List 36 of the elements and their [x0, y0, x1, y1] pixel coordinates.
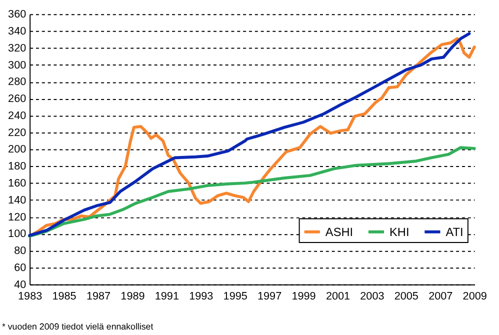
- x-tick-label: 1995: [223, 290, 248, 303]
- legend-label: ASHI: [325, 224, 354, 239]
- x-tick-label: 1987: [86, 290, 111, 303]
- x-tick-label: 2003: [360, 290, 384, 303]
- x-tick-label: 1991: [154, 290, 179, 303]
- x-tick-label: 2007: [428, 290, 453, 303]
- text: * vuoden 2009 tiedot vielä ennakolliset: [2, 322, 154, 332]
- x-tick-label: 1999: [292, 290, 316, 303]
- y-tick-label: 120: [8, 211, 26, 224]
- y-tick-label: 40: [14, 278, 26, 291]
- x-tick-label: 2009: [462, 290, 487, 303]
- y-tick-label: 200: [8, 144, 26, 156]
- x-tick-label: 2005: [394, 290, 418, 303]
- line-series: [28, 146, 476, 238]
- y-tick-label: 260: [8, 93, 26, 106]
- y-tick-label: 220: [8, 126, 26, 139]
- x-tick-label: 1997: [258, 290, 282, 303]
- y-tick-label: 160: [8, 178, 26, 190]
- y-tick-label: 240: [8, 110, 26, 122]
- x-tick-label: 1983: [18, 290, 42, 303]
- y-tick-label: 360: [8, 8, 26, 21]
- x-tick-label: 1993: [189, 290, 214, 303]
- y-tick-label: 100: [8, 228, 26, 240]
- y-tick-label: 180: [8, 160, 26, 173]
- y-tick-label: 300: [8, 59, 26, 72]
- y-tick-label: 280: [8, 76, 26, 88]
- y-tick-label: 80: [14, 245, 26, 258]
- y-tick-label: 140: [8, 194, 26, 206]
- y-tick-label: 60: [14, 262, 26, 274]
- y-tick-label: 320: [8, 42, 26, 54]
- x-tick-label: 1989: [120, 290, 145, 303]
- legend-label: KHI: [390, 224, 410, 239]
- x-tick-label: 1985: [52, 290, 76, 303]
- legend-label: ATI: [446, 224, 464, 239]
- y-tick-label: 340: [8, 26, 26, 38]
- x-tick-label: 2001: [326, 290, 350, 303]
